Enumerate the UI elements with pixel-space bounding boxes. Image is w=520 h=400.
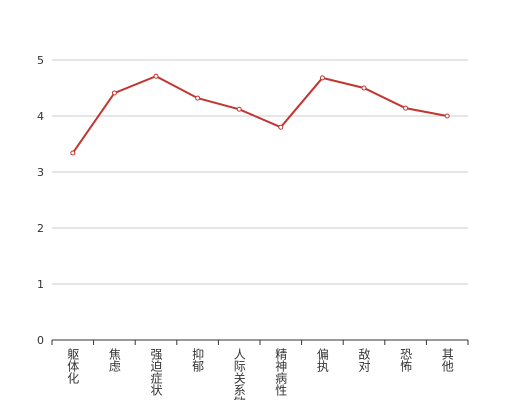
point — [444, 113, 450, 119]
y-tick-label: 4 — [37, 110, 44, 123]
point — [403, 105, 409, 111]
x-tick-label: 偏执 — [315, 347, 329, 373]
point — [195, 95, 201, 101]
x-tick-label: 躯体化 — [66, 347, 80, 385]
y-tick-label: 1 — [37, 278, 44, 291]
x-tick-label: 强迫症状 — [149, 348, 163, 396]
y-tick-label: 0 — [37, 334, 44, 347]
y-tick-label: 5 — [37, 54, 44, 67]
x-tick-label: 其他 — [440, 348, 454, 372]
x-tick-label: 人际关系敏感 — [232, 348, 246, 400]
x-tick-label: 精神病性 — [274, 348, 288, 397]
point — [70, 150, 76, 156]
point — [153, 73, 159, 79]
point — [278, 124, 284, 130]
point — [236, 106, 242, 112]
point — [319, 75, 325, 81]
x-tick-label: 恐怖 — [399, 348, 413, 372]
y-tick-label: 2 — [37, 222, 44, 235]
point — [361, 85, 367, 91]
x-tick-label: 焦虑 — [107, 348, 121, 372]
line — [71, 75, 448, 154]
y-tick-label: 3 — [37, 166, 44, 179]
point — [111, 90, 117, 96]
x-tick-label: 抑郁 — [191, 347, 205, 373]
x-tick-label: 敌对 — [357, 347, 371, 372]
